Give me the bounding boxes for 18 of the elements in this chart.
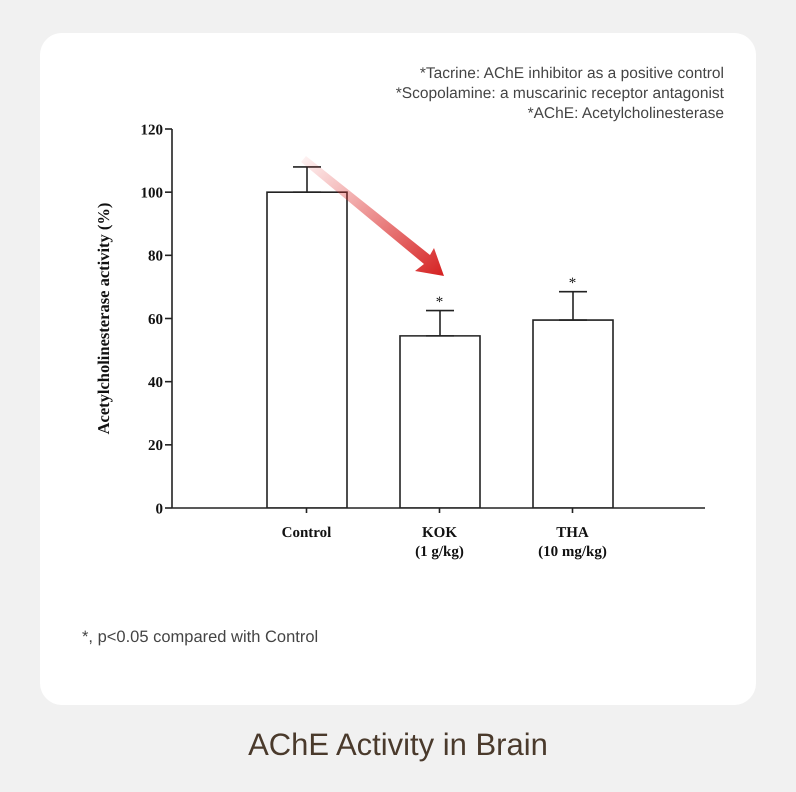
annotation: * — [436, 294, 444, 311]
y-tick-label: 40 — [148, 374, 163, 391]
x-tick-label: THA (10 mg/kg) — [538, 525, 607, 560]
x-tick-label: KOK (1 g/kg) — [415, 525, 464, 560]
text: *Scopolamine: a muscarinic receptor antagonist — [396, 84, 724, 104]
y-tick-label: 0 — [156, 501, 163, 518]
y-axis-title: Acetylcholinesterase activity (%) — [94, 202, 113, 434]
text: AChE Activity in Brain — [247, 727, 549, 763]
x-tick-label: Control — [282, 525, 332, 541]
y-tick-label: 100 — [140, 185, 163, 202]
y-tick-label: 120 — [140, 122, 163, 138]
y-tick-label: 80 — [148, 248, 163, 265]
y-tick-label: 60 — [148, 312, 163, 328]
text: *AChE: Acetylcholinesterase — [526, 104, 724, 124]
text: *, p<0.05 compared with Control — [82, 628, 318, 647]
text: *Tacrine: AChE inhibitor as a positive control — [418, 64, 724, 84]
y-tick-label: 20 — [148, 438, 163, 454]
annotation: * — [568, 276, 576, 292]
